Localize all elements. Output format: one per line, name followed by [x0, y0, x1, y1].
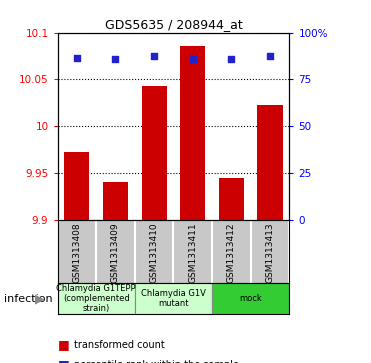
- Bar: [103, 182, 128, 220]
- Text: ▶: ▶: [35, 292, 44, 305]
- Text: ■: ■: [58, 338, 69, 351]
- Text: GSM1313411: GSM1313411: [188, 223, 197, 284]
- Point: [74, 55, 80, 61]
- Bar: [257, 105, 283, 220]
- Text: Chlamydia G1TEPP
(complemented
strain): Chlamydia G1TEPP (complemented strain): [56, 284, 136, 314]
- Bar: [58, 283, 135, 314]
- Bar: [219, 179, 244, 220]
- Text: mock: mock: [239, 294, 262, 303]
- Text: Chlamydia G1V
mutant: Chlamydia G1V mutant: [141, 289, 206, 308]
- Bar: [135, 283, 212, 314]
- Text: GSM1313409: GSM1313409: [111, 223, 120, 284]
- Bar: [212, 283, 289, 314]
- Text: percentile rank within the sample: percentile rank within the sample: [74, 360, 239, 363]
- Bar: [180, 46, 205, 220]
- Text: ■: ■: [58, 358, 69, 363]
- Text: GSM1313412: GSM1313412: [227, 223, 236, 283]
- Text: infection: infection: [4, 294, 52, 303]
- Text: transformed count: transformed count: [74, 340, 165, 350]
- Title: GDS5635 / 208944_at: GDS5635 / 208944_at: [105, 19, 242, 32]
- Text: GSM1313408: GSM1313408: [72, 223, 81, 284]
- Point: [151, 53, 157, 59]
- Point: [112, 56, 118, 62]
- Point: [229, 56, 234, 62]
- Bar: [64, 152, 89, 220]
- Text: GSM1313410: GSM1313410: [150, 223, 159, 284]
- Point: [190, 56, 196, 62]
- Point: [267, 53, 273, 59]
- Text: GSM1313413: GSM1313413: [266, 223, 275, 284]
- Bar: [142, 86, 167, 220]
